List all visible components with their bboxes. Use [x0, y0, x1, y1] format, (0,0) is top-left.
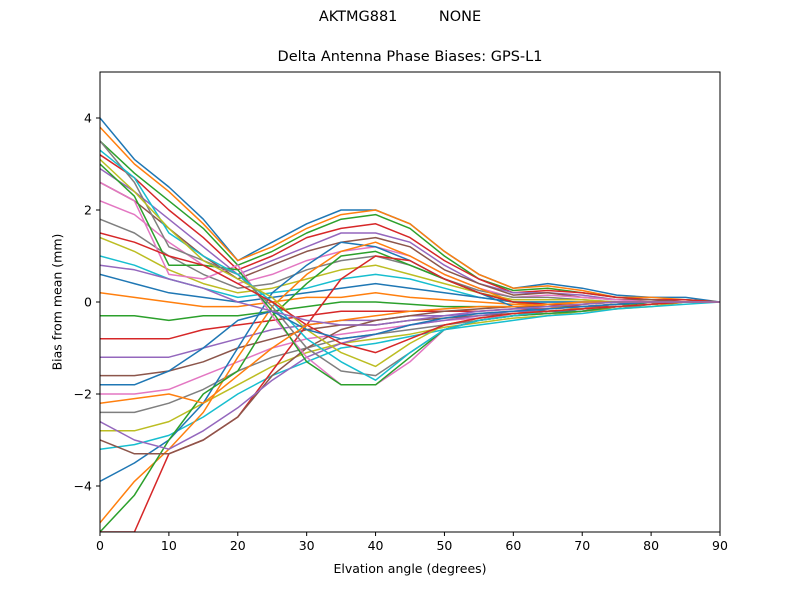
series-line-19 [100, 301, 720, 432]
y-tick-label: 2 [84, 203, 92, 218]
series-line-2 [100, 126, 720, 303]
series-line-35 [100, 264, 720, 326]
y-tick-label: −4 [74, 479, 92, 494]
series-line-33 [100, 301, 720, 386]
y-axis: −4 −2 0 2 4 [74, 111, 100, 494]
series-line-5 [100, 167, 720, 303]
x-tick-label: 90 [712, 538, 728, 553]
x-tick-label: 30 [299, 538, 315, 553]
x-tick-label: 60 [505, 538, 521, 553]
series-line-20 [100, 301, 720, 450]
y-axis-label: Bias from mean (mm) [49, 233, 65, 371]
series-layer [100, 117, 720, 532]
x-tick-label: 80 [643, 538, 659, 553]
x-tick-label: 40 [368, 538, 384, 553]
x-tick-label: 0 [96, 538, 104, 553]
series-line-22 [100, 241, 720, 524]
chart-title: Delta Antenna Phase Biases: GPS-L1 [277, 49, 543, 65]
y-tick-label: 0 [84, 295, 92, 310]
series-line-32 [100, 232, 720, 354]
suptitle-radome: NONE [438, 9, 482, 25]
x-tick-label: 20 [230, 538, 246, 553]
y-tick-label: 4 [84, 111, 92, 126]
series-line-4 [100, 154, 720, 303]
suptitle-station: AKTMG881 [318, 9, 398, 25]
x-tick-label: 10 [161, 538, 177, 553]
series-line-26 [100, 301, 720, 450]
y-tick-label: −2 [74, 387, 92, 402]
x-axis: 0 10 20 30 40 50 60 70 80 90 [96, 532, 728, 553]
figure-suptitle: AKTMG881 NONE [0, 9, 800, 25]
series-line-23 [100, 250, 720, 532]
x-axis-label: Elvation angle (degrees) [333, 561, 487, 576]
x-tick-label: 70 [574, 538, 590, 553]
x-tick-label: 50 [436, 538, 452, 553]
